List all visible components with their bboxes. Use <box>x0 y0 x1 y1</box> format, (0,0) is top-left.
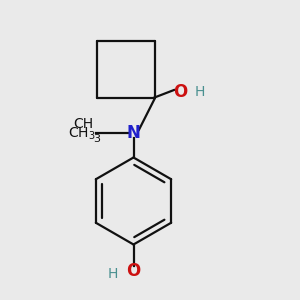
Text: H: H <box>107 268 118 281</box>
Text: H: H <box>194 85 205 98</box>
Text: O: O <box>173 82 187 100</box>
Text: N: N <box>127 124 140 142</box>
Text: CH: CH <box>73 117 93 131</box>
Text: $\mathregular{CH_3}$: $\mathregular{CH_3}$ <box>68 125 96 142</box>
Text: O: O <box>126 262 141 280</box>
Text: 3: 3 <box>93 134 100 144</box>
